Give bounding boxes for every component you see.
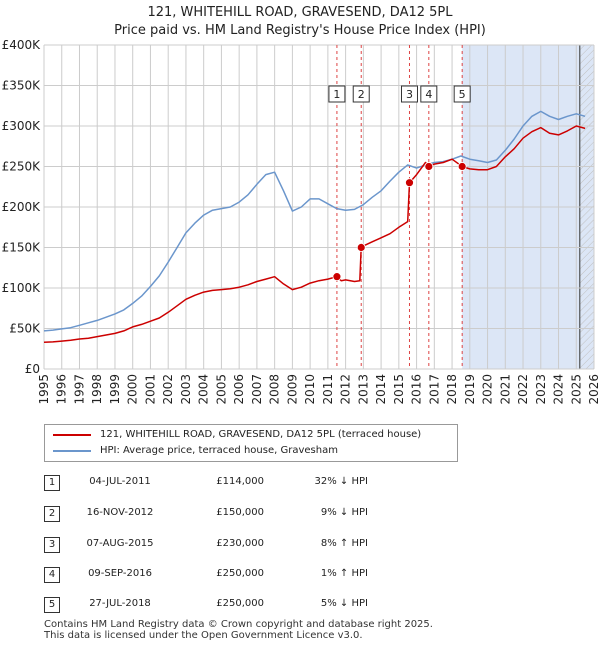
x-tick-label: 1995 — [37, 374, 51, 405]
transaction-label-box — [400, 85, 418, 103]
x-tick-label: 2022 — [516, 374, 530, 405]
transaction-number: 2 — [44, 506, 60, 522]
chart-title-subtitle: Price paid vs. HM Land Registry's House … — [114, 23, 486, 38]
transaction-label-box — [352, 85, 370, 103]
y-tick-label: £0 — [25, 362, 40, 376]
transaction-price: £114,000 — [216, 476, 264, 487]
transaction-row: 4 09-SEP-2016 £250,000 1% ↑ HPI — [0, 567, 600, 587]
footer: Contains HM Land Registry data © Crown c… — [44, 619, 433, 641]
x-tick-label: 1997 — [72, 374, 86, 405]
transaction-label-box — [453, 85, 471, 103]
footer-licence: This data is licensed under the Open Gov… — [44, 630, 363, 641]
transaction-label-box — [420, 85, 438, 103]
sale-point — [457, 162, 467, 171]
x-axis-labels: 1995 1996 1997 1998 1999 2000 2001 2002 2003 2004… — [37, 374, 600, 405]
transaction-hpi-diff: 1% ↑ HPI — [320, 568, 368, 579]
y-tick-label: £250K — [2, 160, 42, 174]
sale-point — [405, 178, 414, 188]
x-tick-label: 2004 — [197, 374, 211, 405]
transaction-number: 5 — [44, 597, 60, 613]
x-tick-label: 2019 — [463, 374, 477, 405]
chart-title: 121, WHITEHILL ROAD, GRAVESEND, DA12 5PL… — [0, 4, 600, 40]
transaction-date: 04-JUL-2011 — [89, 476, 151, 487]
x-tick-label: 2023 — [534, 374, 548, 405]
transaction-hpi-diff: 5% ↓ HPI — [320, 598, 368, 609]
transaction-number: 1 — [44, 475, 60, 491]
sale-point — [332, 272, 342, 282]
y-axis-labels: £0 £50K £100K £150K £200K £250K £300K £350K £400… — [2, 38, 42, 376]
chart-title-address: 121, WHITEHILL ROAD, GRAVESEND, DA12 5PL — [147, 5, 453, 20]
sale-point — [424, 162, 434, 171]
y-tick-label: £300K — [2, 119, 42, 133]
x-tick-label: 2002 — [161, 374, 175, 405]
x-tick-label: 2001 — [143, 374, 157, 405]
x-tick-label: 2016 — [410, 374, 424, 405]
x-tick-label: 2013 — [356, 374, 370, 405]
x-tick-label: 2007 — [250, 374, 264, 405]
legend-label-property: 121, WHITEHILL ROAD, GRAVESEND, DA12 5PL… — [100, 429, 422, 440]
transaction-date: 07-AUG-2015 — [86, 538, 154, 549]
transaction-row: 3 07-AUG-2015 £230,000 8% ↑ HPI — [0, 537, 600, 557]
x-tick-label: 2024 — [552, 374, 566, 405]
x-tick-label: 2000 — [126, 374, 140, 405]
x-tick-label: 1996 — [55, 374, 69, 405]
x-tick-label: 2014 — [374, 374, 388, 405]
y-tick-label: £400K — [2, 38, 42, 52]
transaction-label-box — [328, 85, 346, 103]
transaction-hpi-diff: 9% ↓ HPI — [320, 507, 368, 518]
x-tick-label: 2020 — [481, 374, 495, 405]
y-tick-label: £350K — [2, 79, 42, 93]
hpi-line — [43, 110, 586, 332]
x-tick-label: 2021 — [498, 374, 512, 405]
x-tick-label: 2005 — [214, 374, 228, 405]
x-tick-label: 2015 — [392, 374, 406, 405]
x-tick-label: 2008 — [268, 374, 282, 405]
sale-point — [356, 243, 366, 252]
legend-swatch-hpi — [53, 450, 91, 452]
transaction-date: 16-NOV-2012 — [86, 507, 154, 518]
x-tick-label: 1999 — [108, 374, 122, 405]
x-tick-label: 2010 — [303, 374, 317, 405]
transaction-date: 09-SEP-2016 — [88, 568, 152, 579]
transaction-number: 3 — [44, 537, 60, 553]
x-tick-label: 1998 — [90, 374, 104, 405]
x-tick-label: 2011 — [321, 374, 335, 405]
x-tick-label: 2003 — [179, 374, 193, 405]
footer-copyright: Contains HM Land Registry data © Crown c… — [44, 619, 433, 630]
transaction-date: 27-JUL-2018 — [89, 598, 151, 609]
x-tick-label: 2018 — [445, 374, 459, 405]
transaction-number: 4 — [44, 567, 60, 583]
transaction-row: 1 04-JUL-2011 £114,000 32% ↓ HPI — [0, 475, 600, 495]
transaction-label: 4 — [425, 88, 432, 101]
y-tick-label: £150K — [2, 241, 42, 255]
y-tick-label: £200K — [2, 200, 42, 214]
legend-swatch-property — [53, 434, 91, 436]
transaction-label: 1 — [333, 88, 340, 101]
x-tick-label: 2009 — [285, 374, 299, 405]
transaction-price: £250,000 — [216, 598, 264, 609]
transaction-price: £250,000 — [216, 568, 264, 579]
transaction-price: £150,000 — [216, 507, 264, 518]
x-tick-label: 2026 — [587, 374, 600, 405]
transaction-hpi-diff: 32% ↓ HPI — [314, 476, 368, 487]
transaction-price: £230,000 — [216, 538, 264, 549]
x-tick-label: 2017 — [427, 374, 441, 405]
transaction-row: 5 27-JUL-2018 £250,000 5% ↓ HPI — [0, 597, 600, 617]
y-tick-label: £50K — [9, 322, 41, 336]
transaction-label: 3 — [406, 88, 413, 101]
grid — [43, 44, 595, 370]
transaction-hpi-diff: 8% ↑ HPI — [320, 538, 368, 549]
x-tick-label: 2012 — [339, 374, 353, 405]
legend-label-hpi: HPI: Average price, terraced house, Grav… — [100, 445, 338, 456]
x-tick-label: 2006 — [232, 374, 246, 405]
transaction-label: 5 — [459, 88, 466, 101]
transaction-row: 2 16-NOV-2012 £150,000 9% ↓ HPI — [0, 506, 600, 526]
y-tick-label: £100K — [2, 281, 42, 295]
legend: 121, WHITEHILL ROAD, GRAVESEND, DA12 5PL… — [44, 424, 458, 462]
x-tick-label: 2025 — [569, 374, 583, 405]
transaction-label: 2 — [358, 88, 365, 101]
